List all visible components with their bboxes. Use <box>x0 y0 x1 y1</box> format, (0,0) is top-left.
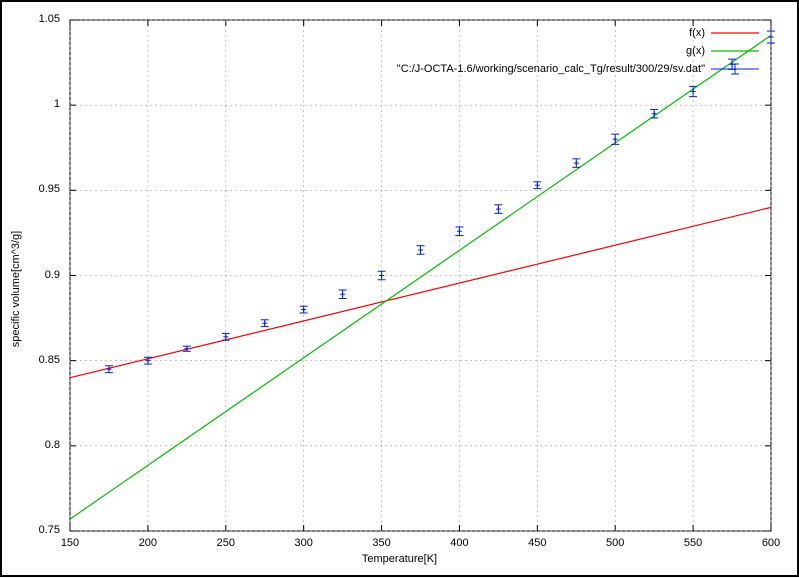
legend-label: f(x) <box>689 27 705 39</box>
legend-swatch <box>711 26 759 40</box>
series-line <box>70 207 771 377</box>
legend-swatch <box>711 44 759 58</box>
legend-label: g(x) <box>686 45 705 57</box>
legend-item: "C:/J-OCTA-1.6/working/scenario_calc_Tg/… <box>397 60 759 78</box>
legend-swatch <box>711 62 759 76</box>
legend-item: g(x) <box>397 42 759 60</box>
legend: f(x) g(x) "C:/J-OCTA-1.6/working/scenario_… <box>397 24 759 78</box>
legend-item: f(x) <box>397 24 759 42</box>
plot-svg <box>2 2 799 579</box>
chart-frame: specific volume[cm^3/g] Temperature[K] 0… <box>0 0 799 577</box>
series-line <box>70 35 771 519</box>
legend-label: "C:/J-OCTA-1.6/working/scenario_calc_Tg/… <box>397 63 705 75</box>
